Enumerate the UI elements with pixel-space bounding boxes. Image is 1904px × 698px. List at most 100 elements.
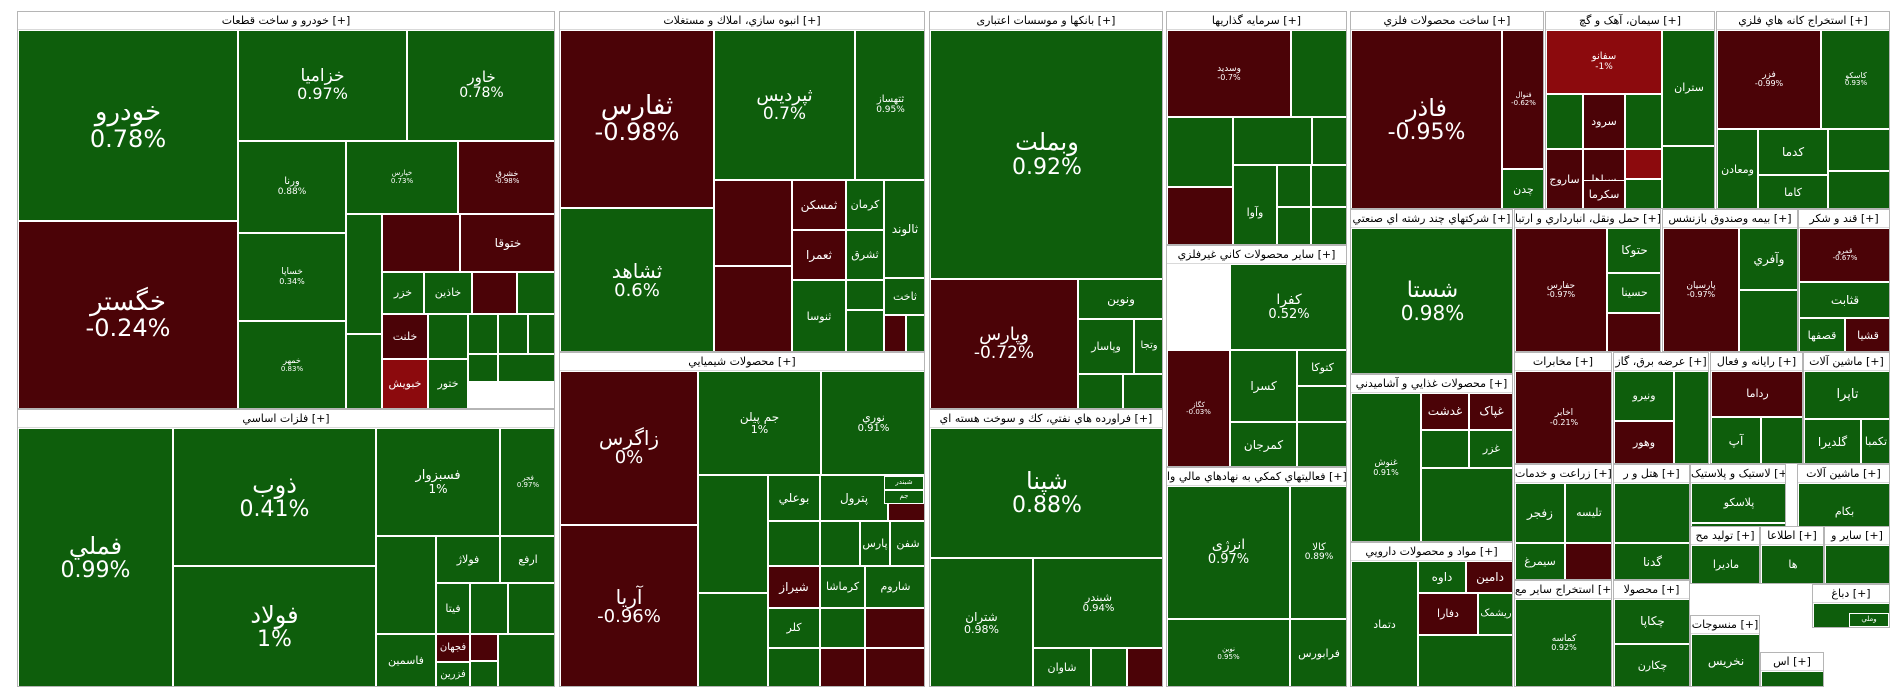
symbol-tile[interactable]: ها xyxy=(1761,545,1823,583)
symbol-tile[interactable]: ستران xyxy=(1662,30,1714,146)
symbol-tile[interactable]: ثعمرا xyxy=(792,230,846,280)
symbol-tile[interactable]: پارسیان -0.97% xyxy=(1663,228,1739,351)
symbol-tile[interactable]: سکرما xyxy=(1583,180,1625,208)
symbol-tile[interactable]: تکمبا xyxy=(1861,419,1889,463)
symbol-tile[interactable]: اخابر -0.21% xyxy=(1515,371,1611,463)
small-symbol-tile[interactable] xyxy=(498,354,554,382)
symbol-tile[interactable]: گدنا xyxy=(1614,543,1689,579)
sector-title[interactable]: لاستیک و پلاستیک [+] xyxy=(1691,465,1785,483)
symbol-tile[interactable]: فملي 0.99% xyxy=(18,428,173,686)
symbol-tile[interactable]: وپاسار xyxy=(1078,319,1134,374)
symbol-tile[interactable]: کالا 0.89% xyxy=(1290,486,1346,619)
symbol-tile[interactable]: چکارن xyxy=(1614,644,1689,686)
small-symbol-tile[interactable] xyxy=(1312,117,1346,165)
sector-title[interactable]: فلزات اساسي [+] xyxy=(18,410,554,428)
symbol-tile[interactable]: حسینا xyxy=(1607,273,1660,313)
symbol-tile[interactable]: شیراز xyxy=(768,566,820,608)
small-symbol-tile[interactable] xyxy=(1607,313,1660,351)
small-symbol-tile[interactable] xyxy=(714,266,792,351)
small-symbol-tile[interactable] xyxy=(1662,146,1714,208)
small-symbol-tile[interactable] xyxy=(472,272,517,314)
symbol-tile[interactable]: ورنا 0.88% xyxy=(238,141,346,233)
small-symbol-tile[interactable] xyxy=(468,314,498,354)
sector-title[interactable]: زراعت و خدمات [+] xyxy=(1515,465,1611,483)
symbol-tile[interactable]: جم پیلن 1% xyxy=(698,371,821,475)
sector-title[interactable]: محصولات شيميايي [+] xyxy=(560,353,924,371)
symbol-tile[interactable]: فاسمین xyxy=(376,634,436,686)
sector-title[interactable]: ماشین آلات [+] xyxy=(1798,465,1889,483)
sector-title[interactable]: استخراج کانه هاي فلزي [+] xyxy=(1717,12,1889,30)
symbol-tile[interactable]: فزر -0.99% xyxy=(1717,30,1821,129)
small-symbol-tile[interactable] xyxy=(1828,171,1889,208)
small-symbol-tile[interactable] xyxy=(1739,290,1797,351)
small-symbol-tile[interactable] xyxy=(346,334,382,408)
small-symbol-tile[interactable] xyxy=(470,661,498,686)
symbol-tile[interactable]: فیتا xyxy=(436,583,470,634)
sector-title[interactable]: قند و شكر [+] xyxy=(1799,210,1889,228)
symbol-tile[interactable]: مادیرا xyxy=(1691,545,1759,583)
symbol-tile[interactable]: شاروم xyxy=(865,566,924,608)
symbol-tile[interactable]: شبندر 0.94% xyxy=(1033,558,1162,648)
sector-title[interactable]: سرمايه گذاريها [+] xyxy=(1167,12,1346,30)
symbol-tile[interactable]: نوري 0.91% xyxy=(821,371,924,475)
symbol-tile[interactable]: پترول xyxy=(820,475,888,521)
symbol-tile[interactable]: خبویش xyxy=(382,359,428,408)
symbol-tile[interactable]: فجهان xyxy=(436,634,470,662)
symbol-tile[interactable]: آپ xyxy=(1711,417,1761,463)
sector-title[interactable]: بیمه وصندوق بازنشس [+] xyxy=(1663,210,1797,228)
sector-title[interactable]: هتل و ر [+] xyxy=(1614,465,1689,483)
sector-title[interactable]: فعاليتهاي كمكي به نهادهاي مالي وا [+] xyxy=(1167,468,1346,486)
symbol-tile[interactable]: تلیسه xyxy=(1565,483,1611,543)
small-symbol-tile[interactable] xyxy=(508,583,554,634)
symbol-tile[interactable]: قمرو -0.67% xyxy=(1799,228,1889,282)
small-symbol-tile[interactable] xyxy=(865,648,924,686)
symbol-tile[interactable]: تاپرا xyxy=(1804,371,1889,419)
symbol-tile[interactable]: خودرو 0.78% xyxy=(18,30,238,221)
small-symbol-tile[interactable] xyxy=(1761,671,1823,686)
symbol-tile[interactable]: فاذر -0.95% xyxy=(1351,30,1502,208)
symbol-tile[interactable]: شستا 0.98% xyxy=(1351,228,1512,373)
symbol-tile[interactable]: نوین 0.95% xyxy=(1167,619,1290,686)
symbol-tile[interactable]: شفن xyxy=(890,521,924,566)
symbol-tile[interactable]: زاگرس 0% xyxy=(560,371,698,525)
symbol-tile[interactable]: قشیا xyxy=(1845,318,1889,351)
small-symbol-tile[interactable] xyxy=(1167,187,1233,244)
symbol-tile[interactable]: غزر xyxy=(1469,430,1512,468)
symbol-tile[interactable]: جم xyxy=(884,490,924,504)
symbol-tile[interactable]: قصفها xyxy=(1799,318,1845,351)
symbol-tile[interactable]: کاسکو 0.93% xyxy=(1821,30,1889,129)
sector-title[interactable]: انبوه سازي، املاك و مستغلات [+] xyxy=(560,12,924,30)
sector-title[interactable]: اس [+] xyxy=(1761,653,1823,671)
symbol-tile[interactable]: کگاز -0.03% xyxy=(1167,350,1230,466)
symbol-tile[interactable]: غپاک xyxy=(1469,393,1512,430)
small-symbol-tile[interactable] xyxy=(846,280,884,310)
symbol-tile[interactable]: وآوا xyxy=(1233,165,1277,244)
symbol-tile[interactable]: ثمسکن xyxy=(792,180,846,230)
symbol-tile[interactable]: چدن xyxy=(1502,169,1543,208)
symbol-tile[interactable]: خزامیا 0.97% xyxy=(238,30,407,141)
small-symbol-tile[interactable] xyxy=(846,310,884,351)
small-symbol-tile[interactable] xyxy=(470,583,508,634)
symbol-tile[interactable]: شاوان xyxy=(1033,648,1091,686)
small-symbol-tile[interactable] xyxy=(768,648,820,686)
small-symbol-tile[interactable] xyxy=(470,634,498,661)
symbol-tile[interactable]: خمهر 0.83% xyxy=(238,321,346,408)
small-symbol-tile[interactable] xyxy=(906,315,924,351)
sector-title[interactable]: اطلاعا [+] xyxy=(1761,527,1823,545)
symbol-tile[interactable]: نخریس xyxy=(1691,634,1759,686)
symbol-tile[interactable]: دتماد xyxy=(1351,561,1418,686)
sector-title[interactable]: منسوجات [+] xyxy=(1691,616,1759,634)
sector-title[interactable]: محصولا [+] xyxy=(1614,581,1689,599)
small-symbol-tile[interactable] xyxy=(382,214,460,272)
symbol-tile[interactable]: شبندر xyxy=(884,476,924,490)
symbol-tile[interactable]: سرود xyxy=(1583,94,1625,149)
sector-title[interactable]: عرضه برق، گاز [+] xyxy=(1614,353,1708,371)
symbol-tile[interactable]: ونوین xyxy=(1078,279,1162,319)
symbol-tile[interactable]: خاور 0.78% xyxy=(407,30,554,141)
sector-title[interactable]: رایانه و فعال [+] xyxy=(1711,353,1802,371)
symbol-tile[interactable]: خشرق -0.98% xyxy=(458,141,554,214)
symbol-tile[interactable]: کرماشا xyxy=(820,566,865,608)
small-symbol-tile[interactable] xyxy=(865,608,924,648)
sector-title[interactable]: شرکتهاي چند رشته اي صنعتي [+] xyxy=(1351,210,1512,228)
symbol-tile[interactable]: ذوب 0.41% xyxy=(173,428,376,566)
